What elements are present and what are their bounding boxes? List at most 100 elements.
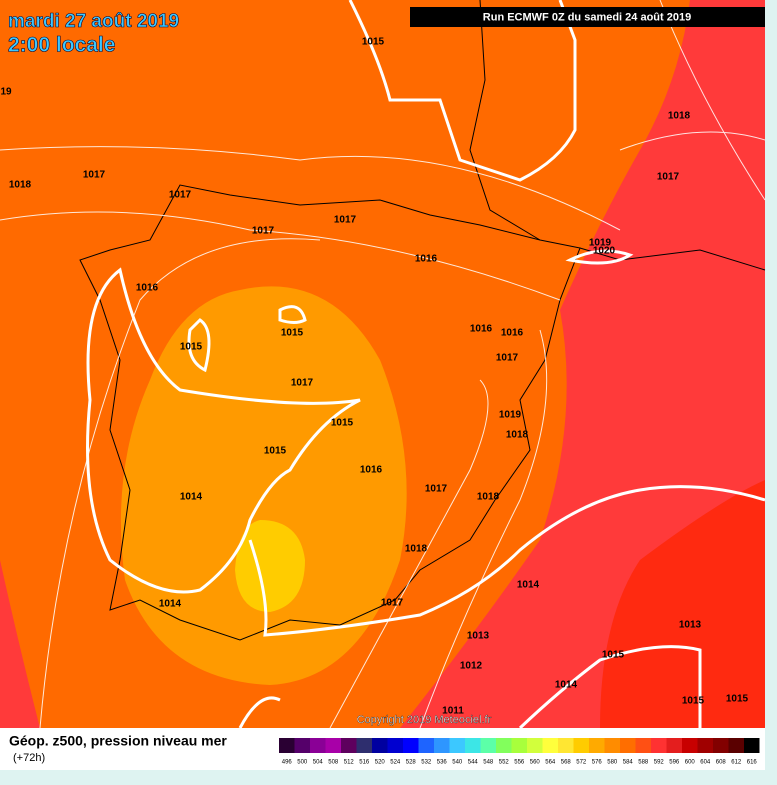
scale-swatch [542, 738, 558, 753]
scale-swatch [480, 738, 496, 753]
scale-label: 500 [297, 760, 308, 766]
scale-label: 544 [468, 760, 479, 766]
scale-label: 564 [545, 760, 556, 766]
isobar-label: 1015 [602, 650, 625, 661]
isobar-1016 [238, 696, 281, 729]
isobar-label: 1019 [499, 410, 522, 421]
isobar-label: 1014 [517, 580, 540, 591]
isobar-label: 1018 [506, 430, 529, 441]
scale-swatch [356, 738, 372, 753]
isobar-label: 1015 [682, 696, 705, 707]
isobar-labels: 1015191018101810171017101710171017101910… [0, 37, 748, 717]
scale-label: 608 [716, 760, 727, 766]
isobar-1016 [248, 485, 766, 637]
run-info: Run ECMWF 0Z du samedi 24 août 2019 [483, 11, 691, 23]
isobar-label: 1015 [264, 446, 287, 457]
scale-swatch [341, 738, 357, 753]
run-banner [410, 7, 765, 27]
scale-swatch [279, 738, 295, 753]
isobar-label: 1020 [593, 246, 616, 257]
scale-swatch [434, 738, 450, 753]
scale-swatch [527, 738, 543, 753]
isobar-label: 1014 [180, 492, 203, 503]
isobar-1016 [518, 645, 702, 730]
scale-label: 560 [530, 760, 541, 766]
scale-label: 504 [313, 760, 324, 766]
scale-swatch [682, 738, 698, 753]
copyright: Copyright 2019 Meteociel.fr [357, 714, 492, 726]
coastline [79, 184, 581, 641]
isobar-label: 1018 [477, 492, 500, 503]
scale-label: 572 [576, 760, 587, 766]
scale-label: 616 [747, 760, 758, 766]
isobar-label: 1017 [657, 172, 680, 183]
isobar-label: 1015 [726, 694, 749, 705]
scale-label: 588 [638, 760, 649, 766]
isobar-label: 1018 [405, 544, 428, 555]
scale-swatch [713, 738, 729, 753]
isobar-label: 1015 [180, 342, 203, 353]
scale-swatch [294, 738, 310, 753]
isobar-label: 1016 [501, 328, 524, 339]
isobar-label: 1016 [415, 254, 438, 265]
isobar-label: 1014 [159, 599, 182, 610]
scale-swatch [697, 738, 713, 753]
scale-label: 612 [731, 760, 742, 766]
isobar-label: 1017 [334, 215, 357, 226]
scale-swatch [418, 738, 434, 753]
scale-swatch [589, 738, 605, 753]
isobar-label: 1017 [425, 484, 448, 495]
isobar-label: 1017 [252, 226, 275, 237]
isobar-label: 1015 [362, 37, 385, 48]
scale-swatch [325, 738, 341, 753]
scale-swatch [620, 738, 636, 753]
isobar-label: 1017 [291, 378, 314, 389]
scale-label: 568 [561, 760, 572, 766]
scale-label: 548 [483, 760, 494, 766]
scale-label: 604 [700, 760, 711, 766]
isobar-label: 1012 [460, 661, 483, 672]
scale-label: 576 [592, 760, 603, 766]
isobar-label: 1015 [281, 328, 304, 339]
isobar-1016 [348, 0, 577, 182]
isobar-label: 1016 [136, 283, 159, 294]
scale-label: 528 [406, 760, 417, 766]
isobar-label: 1018 [668, 111, 691, 122]
isobar-label: 1014 [555, 680, 578, 691]
scale-swatch [387, 738, 403, 753]
scale-label: 508 [328, 760, 339, 766]
scale-label: 600 [685, 760, 696, 766]
scale-swatch [449, 738, 465, 753]
isobar-label: 1011 [442, 706, 464, 717]
forecast-date: mardi 27 août 2019 [8, 11, 179, 32]
scale-label: 516 [359, 760, 370, 766]
isobar-1020 [565, 249, 634, 265]
legend-title: Géop. z500, pression niveau mer [9, 733, 227, 749]
border [579, 247, 766, 271]
scale-swatch [744, 738, 760, 753]
scale-swatch [573, 738, 589, 753]
scale-swatch [511, 738, 527, 753]
scale-label: 496 [282, 760, 293, 766]
scale-swatch [635, 738, 651, 753]
z500-588-field [600, 480, 765, 728]
forecast-time: 2:00 locale [8, 34, 115, 57]
isobar-label: 1017 [381, 598, 404, 609]
lead-time: (+72h) [13, 752, 45, 764]
scale-label: 580 [607, 760, 618, 766]
scale-swatch [558, 738, 574, 753]
isobar-1015 [187, 318, 211, 373]
isobar-1015 [278, 305, 307, 324]
scale-label: 532 [421, 760, 432, 766]
scale-swatch [651, 738, 667, 753]
isobar-label: 1016 [470, 324, 493, 335]
isobar-label: 1013 [467, 631, 490, 642]
color-scale: 496 500 504 508 512 516 520 524 528 532 536 540 544 5… [279, 738, 760, 766]
map: Run ECMWF 0Z du samedi 24 août 2019 mard… [0, 0, 766, 730]
scale-swatch [403, 738, 419, 753]
scale-label: 540 [452, 760, 463, 766]
isobar-label: 1017 [83, 170, 106, 181]
scale-swatch [604, 738, 620, 753]
isobar-1015 [86, 267, 361, 594]
isobar-label: 1016 [360, 465, 383, 476]
